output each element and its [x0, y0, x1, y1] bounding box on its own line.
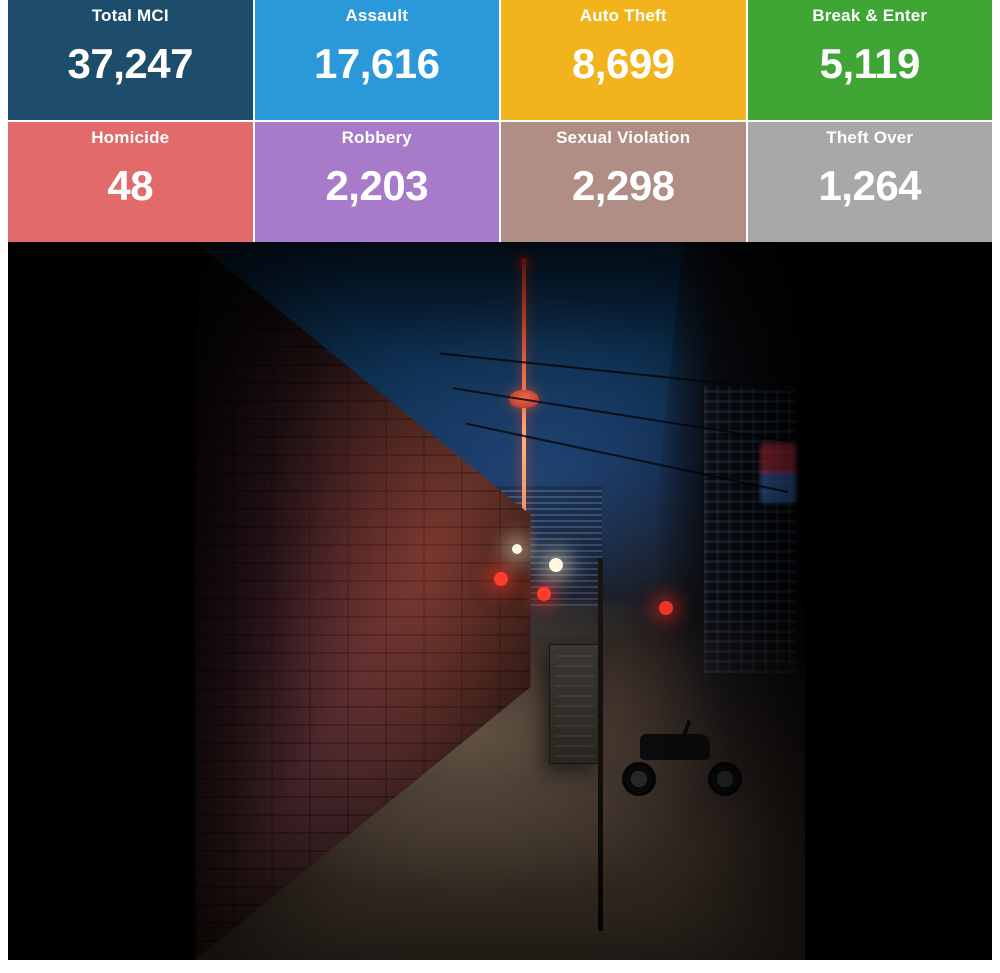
kpi-label: Assault [345, 6, 408, 26]
kpi-value: 37,247 [68, 40, 193, 88]
kpi-label: Sexual Violation [556, 128, 690, 148]
hero-image-container [8, 242, 992, 960]
kpi-card-robbery[interactable]: Robbery 2,203 [255, 122, 500, 242]
kpi-label: Theft Over [826, 128, 913, 148]
utility-box [549, 644, 601, 764]
hero-image [195, 242, 805, 960]
kpi-card-homicide[interactable]: Homicide 48 [8, 122, 253, 242]
kpi-label: Auto Theft [580, 6, 667, 26]
kpi-value: 48 [107, 162, 153, 210]
kpi-card-sexual-violation[interactable]: Sexual Violation 2,298 [501, 122, 746, 242]
kpi-value: 2,203 [325, 162, 428, 210]
kpi-value: 1,264 [818, 162, 921, 210]
kpi-value: 5,119 [820, 40, 920, 88]
kpi-label: Total MCI [92, 6, 169, 26]
kpi-value: 17,616 [314, 40, 439, 88]
kpi-card-auto-theft[interactable]: Auto Theft 8,699 [501, 0, 746, 120]
kpi-card-total-mci[interactable]: Total MCI 37,247 [8, 0, 253, 120]
kpi-label: Homicide [91, 128, 169, 148]
kpi-label: Robbery [342, 128, 412, 148]
kpi-card-theft-over[interactable]: Theft Over 1,264 [748, 122, 993, 242]
kpi-label: Break & Enter [812, 6, 927, 26]
kpi-card-assault[interactable]: Assault 17,616 [255, 0, 500, 120]
kpi-value: 8,699 [572, 40, 675, 88]
kpi-value: 2,298 [572, 162, 675, 210]
motorcycle-icon [622, 716, 742, 796]
crime-dashboard: Total MCI 37,247 Assault 17,616 Auto The… [8, 0, 992, 960]
kpi-grid: Total MCI 37,247 Assault 17,616 Auto The… [8, 0, 992, 242]
kpi-card-break-enter[interactable]: Break & Enter 5,119 [748, 0, 993, 120]
